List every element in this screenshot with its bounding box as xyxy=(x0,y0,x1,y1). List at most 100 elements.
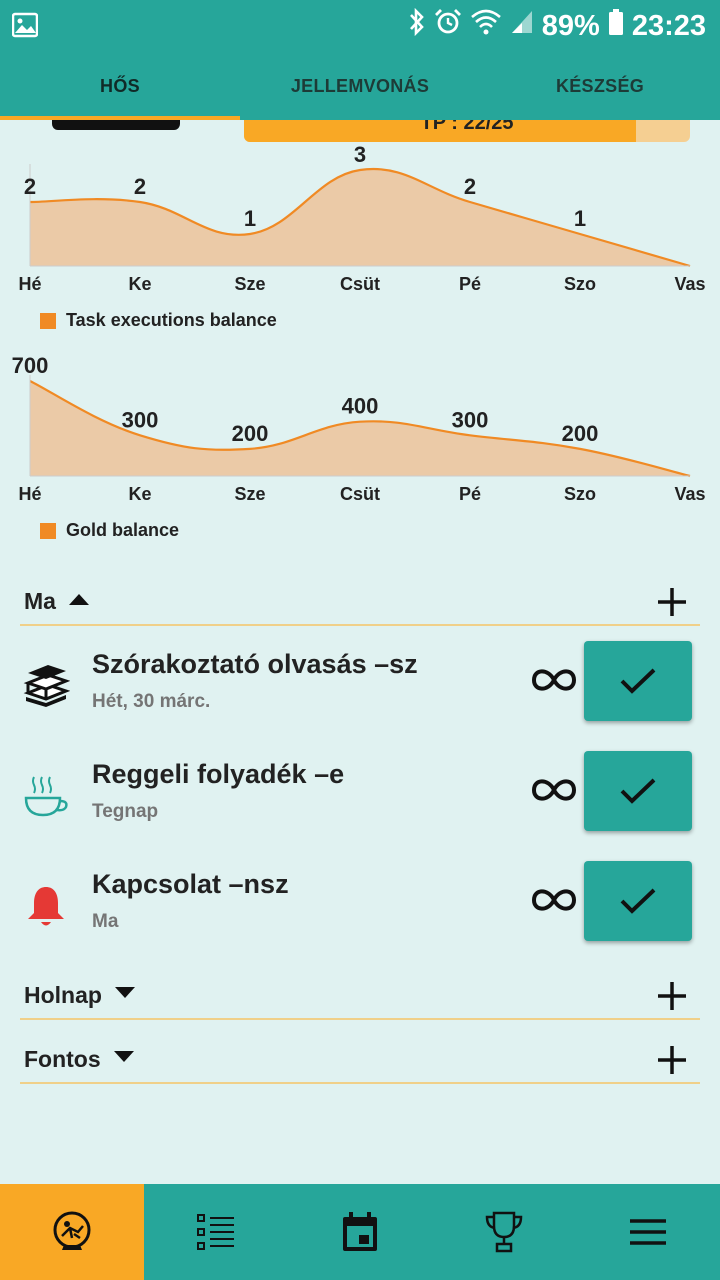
plus-icon xyxy=(658,982,686,1010)
legend-swatch xyxy=(40,312,56,329)
legend-label: Task executions balance xyxy=(66,310,277,330)
chart-area xyxy=(30,381,690,476)
section-today-title: Ma xyxy=(24,587,56,614)
chart-tick-label: Sze xyxy=(234,274,265,294)
gallery-notification-icon xyxy=(11,12,39,43)
caret-up-icon[interactable] xyxy=(68,592,90,611)
chart-data-label: 2 xyxy=(134,174,146,199)
task-item[interactable]: Szórakoztató olvasás –sz Hét, 30 márc. xyxy=(0,641,720,751)
chart-area xyxy=(30,168,690,266)
infinity-icon xyxy=(530,885,578,915)
tab-skills[interactable]: KÉSZSÉG xyxy=(555,75,645,96)
legend-swatch xyxy=(40,522,56,539)
checkmark-icon xyxy=(620,888,656,914)
nav-trophy[interactable] xyxy=(432,1184,576,1280)
nav-menu[interactable] xyxy=(576,1184,720,1280)
books-icon xyxy=(22,663,71,711)
chart-tick-label: Vas xyxy=(674,274,705,294)
bottom-navigation xyxy=(0,1184,720,1280)
chart-data-label: 1 xyxy=(244,206,256,231)
tab-hero[interactable]: HŐS xyxy=(100,75,140,96)
section-tomorrow-title: Holnap xyxy=(24,981,102,1008)
task-name: Reggeli folyadék –e xyxy=(92,759,345,789)
plus-icon xyxy=(658,588,686,616)
gold-balance-chart-svg: 700 Hé 300 Ke 200 Sze 400 Csüt 300 Pé 200 Szo Vas xyxy=(12,353,706,504)
hero-avatar-base xyxy=(52,120,180,130)
task-date: Tegnap xyxy=(92,801,159,822)
nav-task-list[interactable] xyxy=(144,1184,288,1280)
nav-calendar[interactable] xyxy=(288,1184,432,1280)
infinity-icon xyxy=(530,665,578,695)
complete-task-button[interactable] xyxy=(584,861,692,941)
chart-tick-label: Pé xyxy=(459,484,481,504)
chart-tick-label: Hé xyxy=(18,274,41,294)
chart-data-label: 700 xyxy=(12,353,49,378)
nav-hero[interactable] xyxy=(0,1184,144,1280)
chart-tick-label: Ke xyxy=(128,274,151,294)
chart-data-label: 3 xyxy=(354,144,366,167)
chart-tick-label: Pé xyxy=(459,274,481,294)
checkmark-icon xyxy=(620,778,656,804)
task-item[interactable]: Kapcsolat –nsz Ma xyxy=(0,861,720,971)
complete-task-button[interactable] xyxy=(584,641,692,721)
section-important-title: Fontos xyxy=(24,1045,101,1072)
chart-tick-label: Szo xyxy=(564,484,596,504)
calendar-icon xyxy=(343,1212,377,1251)
chart-tick-label: Vas xyxy=(674,484,705,504)
caret-down-icon[interactable] xyxy=(114,986,136,1005)
tab-traits[interactable]: JELLEMVONÁS xyxy=(290,75,430,96)
chart-data-label: 200 xyxy=(562,421,599,446)
task-item[interactable]: Reggeli folyadék –e Tegnap xyxy=(0,751,720,861)
battery-icon xyxy=(608,8,624,44)
checkmark-icon xyxy=(620,668,656,694)
task-name: Szórakoztató olvasás –sz xyxy=(92,649,418,679)
tp-progress-bar: TP : 22/25 xyxy=(244,120,690,142)
chart-data-label: 400 xyxy=(342,394,379,419)
hero-strip: TP : 22/25 xyxy=(0,120,720,144)
tp-progress-fill xyxy=(244,120,637,142)
task-name: Kapcsolat –nsz xyxy=(92,869,289,899)
section-tomorrow[interactable]: Holnap xyxy=(20,972,700,1020)
trophy-icon xyxy=(485,1211,523,1253)
add-tomorrow-task-button[interactable] xyxy=(656,980,688,1017)
caret-down-icon[interactable] xyxy=(113,1050,135,1069)
chart-series-line xyxy=(29,167,691,268)
chart-tick-label: Ke xyxy=(128,484,151,504)
legend-label: Gold balance xyxy=(66,520,180,540)
chart-tick-label: Szo xyxy=(564,274,596,294)
chart-data-label: 200 xyxy=(232,421,269,446)
chart-tick-label: Sze xyxy=(234,484,265,504)
task-list-icon xyxy=(197,1214,234,1250)
section-important[interactable]: Fontos xyxy=(20,1036,700,1084)
clock: 23:23 xyxy=(631,9,706,42)
add-important-task-button[interactable] xyxy=(656,1044,688,1081)
task-date: Hét, 30 márc. xyxy=(92,691,211,712)
infinity-icon xyxy=(530,775,578,805)
tab-indicator xyxy=(0,116,240,120)
chart-tick-label: Hé xyxy=(18,484,41,504)
bell-icon xyxy=(22,883,70,931)
status-bar: 89% 23:23 xyxy=(0,0,720,52)
gold-balance-chart: 700 Hé 300 Ke 200 Sze 400 Csüt 300 Pé 200 Szo Vas Go… xyxy=(0,344,720,554)
chart-data-label: 2 xyxy=(464,174,476,199)
coffee-cup-icon xyxy=(22,773,70,821)
task-executions-chart: 2 Hé 2 Ke 1 Sze 3 Csüt 2 Pé 1 Szo Vas Task execution… xyxy=(0,144,720,344)
chart-data-label: 300 xyxy=(122,407,159,432)
bluetooth-icon xyxy=(408,7,426,44)
chart-series-line xyxy=(29,380,691,478)
chart-tick-label: Csüt xyxy=(340,484,380,504)
hero-icon xyxy=(53,1211,91,1250)
battery-percent: 89% xyxy=(541,9,600,42)
add-today-task-button[interactable] xyxy=(656,586,688,623)
tab-bar: HŐS JELLEMVONÁS KÉSZSÉG xyxy=(0,52,720,120)
chart-data-label: 2 xyxy=(24,174,36,199)
chart-data-label: 300 xyxy=(452,407,489,432)
complete-task-button[interactable] xyxy=(584,751,692,831)
tp-label: TP : 22/25 xyxy=(420,120,514,134)
task-executions-legend: Task executions balance xyxy=(40,310,277,331)
alarm-icon xyxy=(434,8,462,44)
menu-icon xyxy=(630,1219,666,1245)
wifi-icon xyxy=(470,8,502,44)
chart-tick-label: Csüt xyxy=(340,274,380,294)
section-today[interactable]: Ma xyxy=(20,578,700,626)
